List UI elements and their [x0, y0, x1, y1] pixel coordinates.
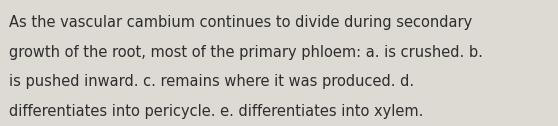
Text: is pushed inward. c. remains where it was produced. d.: is pushed inward. c. remains where it wa…	[9, 74, 415, 89]
Text: differentiates into pericycle. e. differentiates into xylem.: differentiates into pericycle. e. differ…	[9, 104, 424, 119]
Text: growth of the root, most of the primary phloem: a. is crushed. b.: growth of the root, most of the primary …	[9, 45, 483, 60]
Text: As the vascular cambium continues to divide during secondary: As the vascular cambium continues to div…	[9, 15, 473, 30]
